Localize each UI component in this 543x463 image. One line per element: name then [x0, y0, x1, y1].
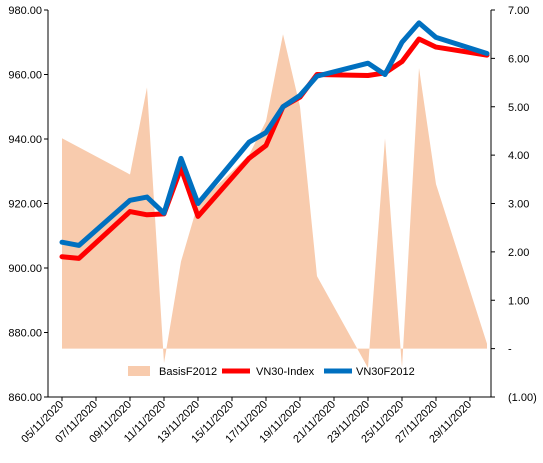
left-tick-label: 860.00	[8, 392, 42, 404]
axes	[44, 9, 495, 401]
right-tick-label: 6.00	[508, 53, 529, 65]
right-tick-label: (1.00)	[508, 392, 537, 404]
line-series-2	[59, 20, 490, 248]
legend-label: VN30-Index	[256, 366, 315, 378]
legend: BasisF2012 VN30-Index VN30F2012	[128, 366, 415, 378]
legend-label: BasisF2012	[159, 366, 217, 378]
line-series-1	[59, 36, 490, 261]
basis-area-layer	[62, 34, 487, 368]
right-tick-label: 2.00	[508, 247, 529, 259]
right-tick-label: 1.00	[508, 295, 529, 307]
left-tick-label: 900.00	[8, 263, 42, 275]
right-tick-label: 3.00	[508, 199, 529, 211]
right-tick-label: -	[508, 344, 512, 356]
right-tick-label: 4.00	[508, 150, 529, 162]
legend-swatch-area	[128, 366, 150, 376]
right-tick-label: 7.00	[508, 5, 529, 17]
area-series-basis	[62, 34, 487, 368]
right-tick-label: 5.00	[508, 102, 529, 114]
left-tick-label: 960.00	[8, 70, 42, 82]
left-tick-label: 980.00	[8, 5, 42, 17]
legend-label: VN30F2012	[356, 366, 415, 378]
left-tick-label: 920.00	[8, 199, 42, 211]
line-series-layer	[59, 20, 490, 261]
left-tick-label: 940.00	[8, 134, 42, 146]
left-tick-label: 880.00	[8, 328, 42, 340]
